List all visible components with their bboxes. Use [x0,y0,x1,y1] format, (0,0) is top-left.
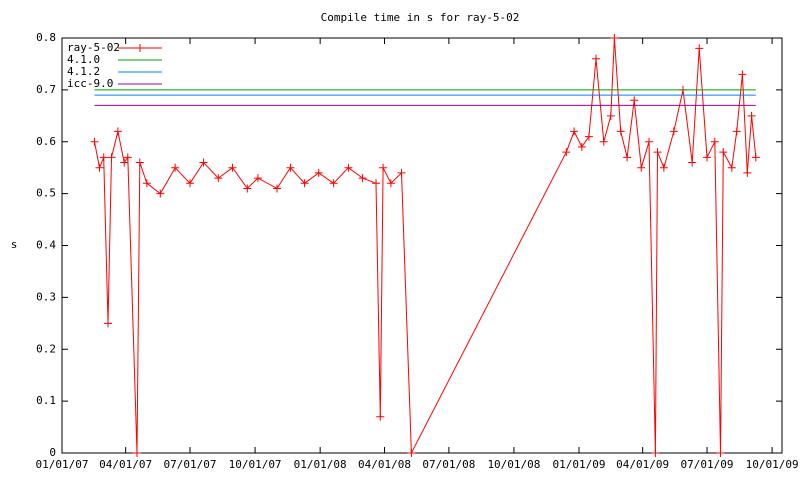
y-tick-label: 0.4 [36,239,56,252]
x-tick-label: 04/01/09 [616,458,669,471]
point-marker [653,148,662,157]
x-tick-label: 01/01/08 [294,458,347,471]
y-tick-label: 0.7 [36,83,56,96]
point-marker [142,179,151,188]
x-tick-label: 07/01/07 [164,458,217,471]
point-marker [591,54,600,63]
legend-marker [136,44,144,52]
x-tick-label: 01/01/07 [36,458,89,471]
y-tick-label: 0.6 [36,135,56,148]
point-marker [738,70,747,79]
point-marker [372,179,381,188]
point-marker [135,158,144,167]
point-marker [171,163,180,172]
point-marker [314,168,323,177]
point-marker [214,174,223,183]
point-marker [599,137,608,146]
x-tick-label: 10/01/09 [746,458,799,471]
plot-frame [61,37,783,454]
x-tick-label: 04/01/08 [358,458,411,471]
point-marker [95,163,104,172]
y-tick-label: 0.5 [36,187,56,200]
point-marker [732,127,741,136]
point-marker [623,153,632,162]
point-marker [743,168,752,177]
point-marker [107,153,116,162]
point-marker [344,163,353,172]
point-marker [710,137,719,146]
point-marker [376,412,385,421]
y-tick-label: 0.1 [36,394,56,407]
point-marker [199,158,208,167]
point-marker [99,153,108,162]
legend-label: icc-9.0 [67,77,113,90]
legend-label: 4.1.2 [67,65,100,78]
point-marker [379,163,388,172]
point-marker [123,153,132,162]
point-marker [273,184,282,193]
point-marker [703,153,712,162]
series-line [94,37,757,455]
point-marker [719,148,728,157]
point-marker [659,163,668,172]
point-marker [407,449,416,457]
point-marker [751,153,760,162]
point-marker [630,96,639,105]
point-marker [747,111,756,120]
point-marker [286,163,295,172]
x-tick-label: 07/01/08 [422,458,475,471]
point-marker [584,132,593,141]
point-marker [103,319,112,328]
point-marker [186,179,195,188]
x-tick-label: 04/01/07 [99,458,152,471]
x-tick-label: 01/01/09 [553,458,606,471]
y-tick-label: 0 [49,446,56,459]
point-marker [90,137,99,146]
point-marker [253,174,262,183]
point-marker [606,111,615,120]
x-tick-label: 07/01/09 [681,458,734,471]
point-marker [688,158,697,167]
y-tick-label: 0.3 [36,290,56,303]
point-marker [562,148,571,157]
point-marker [610,34,619,42]
y-tick-label: 0.2 [36,342,56,355]
point-marker [651,449,660,457]
point-marker [637,163,646,172]
point-marker [300,179,309,188]
point-marker [132,449,141,457]
point-marker [243,184,252,193]
legend-label: ray-5-02 [67,41,120,54]
point-marker [120,158,129,167]
point-marker [695,44,704,53]
point-marker [329,179,338,188]
point-marker [645,137,654,146]
point-marker [716,449,725,457]
point-marker [577,142,586,151]
point-marker [727,163,736,172]
point-marker [113,127,122,136]
point-marker [616,127,625,136]
y-tick-label: 0.8 [36,31,56,44]
y-axis-label: s [11,238,18,251]
point-marker [228,163,237,172]
point-marker [386,179,395,188]
point-marker [358,174,367,183]
point-marker [397,168,406,177]
x-tick-label: 10/01/08 [487,458,540,471]
chart-title: Compile time in s for ray-5-02 [321,11,520,24]
legend-label: 4.1.0 [67,53,100,66]
point-marker [669,127,678,136]
x-tick-label: 10/01/07 [229,458,282,471]
point-marker [570,127,579,136]
point-marker [156,189,165,198]
